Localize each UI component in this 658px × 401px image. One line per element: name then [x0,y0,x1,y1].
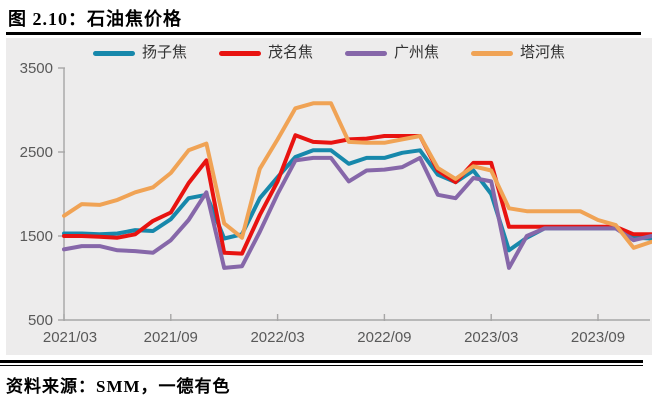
x-tick-label: 2022/09 [357,329,411,346]
y-tick-label: 500 [28,312,53,329]
figure-title: 图 2.10：石油焦价格 [8,9,182,29]
legend-item-0: 扬子焦 [92,45,187,61]
chart-legend: 扬子焦 茂名焦 广州焦 塔河焦 [6,46,652,61]
x-tick-label: 2023/09 [571,329,625,346]
legend-item-3: 塔河焦 [471,46,565,61]
x-tick-label: 2021/09 [144,329,198,346]
legend-swatch-icon [218,51,261,56]
legend-item-2: 广州焦 [345,46,439,61]
footer-divider-thin [0,365,643,366]
legend-label: 扬子焦 [141,45,187,61]
y-tick-label: 3500 [20,60,53,77]
x-tick-label: 2022/03 [250,329,304,346]
x-tick-label: 2023/03 [464,329,518,346]
y-tick-label: 1500 [20,228,53,245]
series-line-3 [62,101,652,250]
legend-swatch-icon [345,51,387,56]
series-line-1 [62,133,652,256]
x-tick-label: 2021/03 [43,329,97,346]
title-divider [6,32,641,35]
legend-item-1: 茂名焦 [218,45,313,61]
y-tick-label: 2500 [20,144,53,161]
legend-label: 广州焦 [394,45,440,61]
price-chart: 500 1500 2500 3500 2021/03 2021/09 2022/03 2022… [20,60,652,346]
legend-swatch-icon [92,51,135,56]
legend-label: 茂名焦 [267,45,313,61]
legend-swatch-icon [471,51,514,56]
footer-divider-thick [0,360,643,363]
series-line-2 [62,155,652,270]
source-text: 资料来源：SMM，一德有色 [6,377,231,396]
chart-panel: 扬子焦 茂名焦 广州焦 塔河焦 500 1500 2500 3500 2021/03 2021/… [6,38,652,355]
series-line-0 [62,148,652,253]
legend-label: 塔河焦 [520,45,566,61]
